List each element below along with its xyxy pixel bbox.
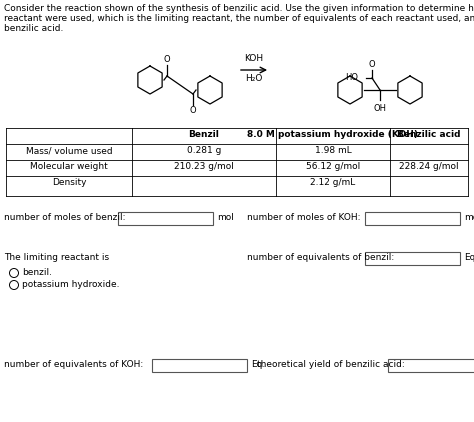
Bar: [118, 212, 213, 225]
Bar: [365, 252, 460, 265]
Text: The limiting reactant is: The limiting reactant is: [4, 253, 109, 262]
Text: Benzilic acid: Benzilic acid: [397, 130, 461, 139]
Text: Consider the reaction shown of the synthesis of benzilic acid. Use the given inf: Consider the reaction shown of the synth…: [4, 4, 474, 13]
Text: 56.12 g/mol: 56.12 g/mol: [306, 162, 360, 171]
Text: Molecular weight: Molecular weight: [30, 162, 108, 171]
Text: Eq.: Eq.: [464, 253, 474, 262]
Text: Eq.: Eq.: [251, 360, 265, 369]
Text: 1.98 mL: 1.98 mL: [315, 146, 351, 155]
Text: 0.281 g: 0.281 g: [187, 146, 221, 155]
Text: HO: HO: [345, 73, 358, 82]
Text: mol: mol: [217, 213, 234, 222]
Text: Benzil: Benzil: [189, 130, 219, 139]
Text: benzil.: benzil.: [22, 268, 52, 277]
Bar: [388, 359, 474, 372]
Text: number of equivalents of KOH:: number of equivalents of KOH:: [4, 360, 143, 369]
Text: number of moles of KOH:: number of moles of KOH:: [247, 213, 361, 222]
Bar: [365, 212, 460, 225]
Text: 2.12 g/mL: 2.12 g/mL: [310, 178, 356, 187]
Text: number of moles of benzil:: number of moles of benzil:: [4, 213, 126, 222]
Text: O: O: [190, 106, 196, 115]
Text: benzilic acid.: benzilic acid.: [4, 24, 64, 33]
Text: 8.0 M potassium hydroxide (KOH): 8.0 M potassium hydroxide (KOH): [247, 130, 419, 139]
Text: O: O: [164, 55, 170, 64]
Text: 228.24 g/mol: 228.24 g/mol: [399, 162, 459, 171]
Text: theoretical yield of benzilic acid:: theoretical yield of benzilic acid:: [257, 360, 405, 369]
Text: H₂O: H₂O: [246, 74, 263, 83]
Bar: [152, 359, 247, 372]
Text: Density: Density: [52, 178, 86, 187]
Text: O: O: [369, 60, 375, 69]
Text: KOH: KOH: [245, 54, 264, 63]
Text: OH: OH: [374, 104, 386, 113]
Text: 210.23 g/mol: 210.23 g/mol: [174, 162, 234, 171]
Text: reactant were used, which is the limiting reactant, the number of equivalents of: reactant were used, which is the limitin…: [4, 14, 474, 23]
Text: Mass/ volume used: Mass/ volume used: [26, 146, 112, 155]
Text: number of equivalents of benzil:: number of equivalents of benzil:: [247, 253, 394, 262]
Text: mol: mol: [464, 213, 474, 222]
Text: potassium hydroxide.: potassium hydroxide.: [22, 280, 119, 289]
